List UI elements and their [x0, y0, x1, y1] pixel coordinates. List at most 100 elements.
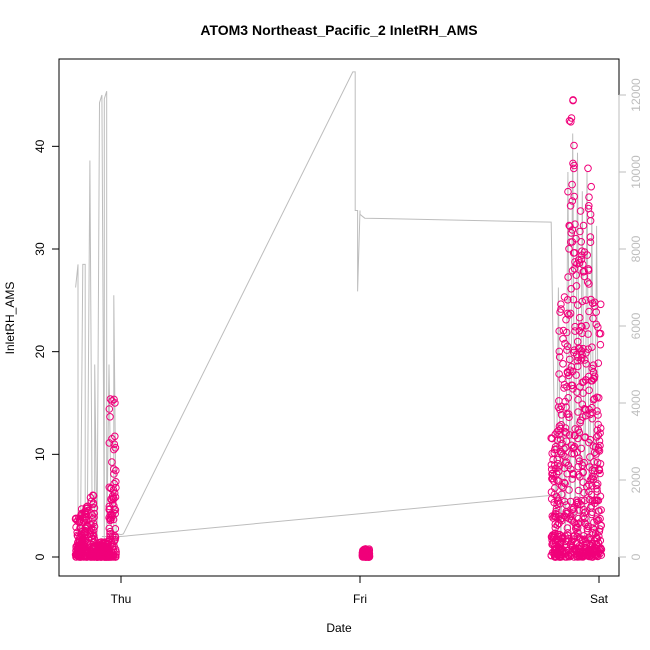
data-point: [564, 537, 573, 545]
data-point: [589, 314, 597, 323]
y-left-tick-label: 40: [33, 139, 47, 153]
data-point: [555, 327, 564, 335]
data-point: [570, 141, 578, 150]
data-point: [570, 164, 578, 173]
data-point: [567, 537, 576, 546]
data-point: [582, 321, 590, 330]
data-point: [110, 395, 118, 404]
data-point: [586, 410, 594, 419]
data-point: [551, 523, 560, 532]
data-point: [108, 512, 117, 520]
data-point: [582, 296, 590, 305]
y-left-tick-label: 20: [33, 345, 47, 359]
y-right-tick-label: 8000: [629, 235, 643, 262]
series-line-0: [75, 71, 600, 552]
data-point: [81, 514, 90, 522]
data-point: [557, 421, 566, 429]
data-point: [588, 472, 597, 481]
data-point: [548, 470, 556, 478]
data-point: [580, 272, 589, 281]
data-point: [574, 408, 582, 416]
data-point: [106, 514, 114, 523]
data-point: [108, 499, 117, 508]
data-point: [586, 217, 595, 225]
data-point: [107, 553, 115, 561]
data-point: [557, 300, 565, 309]
data-point: [586, 504, 595, 512]
data-point: [89, 491, 98, 500]
data-point: [365, 553, 373, 561]
data-point: [553, 500, 562, 509]
data-point: [554, 403, 563, 412]
x-tick-label: Fri: [353, 592, 367, 606]
data-point: [105, 535, 114, 544]
data-point: [112, 466, 120, 475]
y-right-tick-label: 2000: [629, 466, 643, 493]
x-tick-label: Thu: [111, 592, 132, 606]
data-point: [579, 221, 588, 230]
data-point: [564, 461, 573, 470]
plot-frame: [58, 58, 620, 577]
data-point: [565, 486, 573, 494]
data-point: [89, 531, 98, 539]
data-point: [567, 381, 576, 390]
data-point: [565, 245, 573, 253]
data-point: [594, 411, 602, 419]
data-point: [570, 161, 578, 170]
data-point: [585, 202, 593, 210]
data-point: [588, 376, 597, 385]
data-point: [108, 495, 116, 504]
data-point: [569, 532, 578, 541]
data-point: [552, 445, 561, 453]
data-point: [597, 521, 605, 530]
data-point: [110, 445, 118, 454]
data-point: [586, 210, 595, 219]
data-point: [105, 405, 114, 413]
data-point: [558, 375, 566, 383]
y-left-tick-label: 0: [33, 553, 47, 560]
data-point: [565, 117, 574, 125]
data-point: [569, 470, 578, 479]
data-point: [573, 532, 582, 541]
data-point: [105, 524, 114, 533]
data-point: [588, 364, 597, 373]
data-point: [578, 297, 587, 306]
data-point: [581, 535, 589, 544]
data-point: [582, 360, 591, 368]
data-point: [572, 496, 581, 505]
data-point: [568, 516, 576, 525]
data-point: [566, 366, 574, 375]
data-point: [594, 552, 602, 560]
data-point: [559, 360, 567, 368]
data-point: [581, 356, 589, 364]
data-point: [572, 271, 581, 279]
data-point: [555, 543, 564, 552]
data-point: [582, 411, 590, 420]
data-point: [582, 540, 591, 548]
data-point: [583, 251, 592, 259]
data-point: [596, 469, 604, 478]
data-point: [572, 545, 581, 554]
data-point: [555, 519, 563, 528]
data-point: [105, 505, 114, 513]
data-point: [111, 553, 120, 561]
data-point: [565, 221, 574, 230]
data-point: [557, 411, 566, 419]
data-point: [593, 485, 601, 493]
data-point: [568, 266, 577, 275]
data-point: [90, 509, 98, 518]
data-point: [557, 552, 565, 561]
data-point: [573, 260, 581, 268]
data-point: [562, 403, 570, 411]
data-point: [107, 515, 115, 524]
data-point: [107, 547, 116, 556]
data-point: [112, 478, 120, 486]
data-point: [577, 497, 586, 505]
data-point: [591, 499, 599, 508]
data-point: [553, 493, 561, 501]
data-point: [585, 193, 593, 201]
data-point: [592, 533, 601, 542]
data-point: [585, 280, 593, 288]
y-right-tick-label: 0: [629, 553, 643, 560]
data-point: [86, 520, 94, 528]
